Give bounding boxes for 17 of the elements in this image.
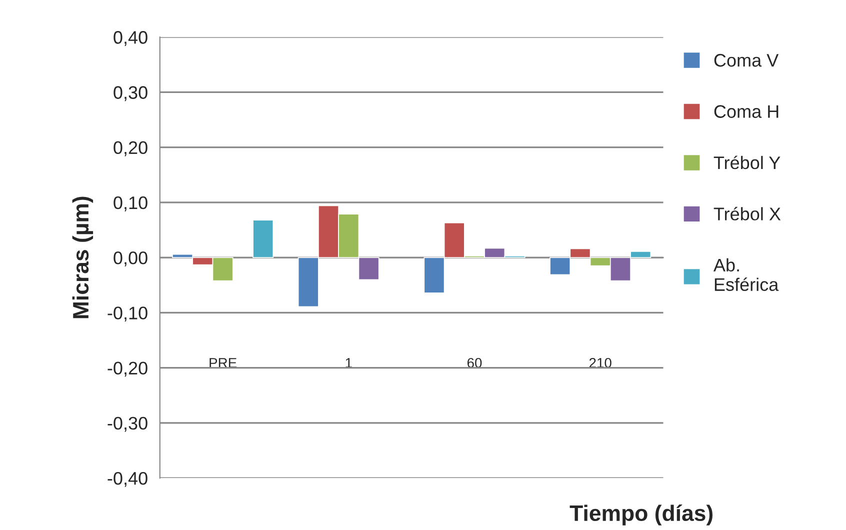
x-axis-title: Tiempo (días) — [570, 504, 713, 526]
y-tick-label: 0,00 — [114, 252, 148, 266]
y-tick-label: -0,20 — [108, 362, 148, 377]
y-tick-label: -0,40 — [108, 472, 148, 487]
y-tick-label: -0,10 — [108, 306, 148, 322]
legend-label: Coma H — [714, 105, 778, 118]
legend-label: Trébol Y — [714, 156, 780, 170]
legend-label: Ab. Esférica — [713, 258, 779, 291]
bar — [252, 220, 274, 258]
legend-label: Trébol X — [714, 206, 781, 220]
y-tick-label: 0,40 — [114, 31, 148, 46]
y-tick-label: 0,20 — [114, 141, 148, 156]
y-tick-label: 0,10 — [114, 196, 148, 212]
y-tick-label: -0,30 — [108, 416, 148, 432]
y-tick-label: 0,30 — [114, 86, 148, 102]
legend-label: Coma V — [714, 54, 779, 67]
y-axis-title: Micras (µm) — [72, 196, 94, 318]
